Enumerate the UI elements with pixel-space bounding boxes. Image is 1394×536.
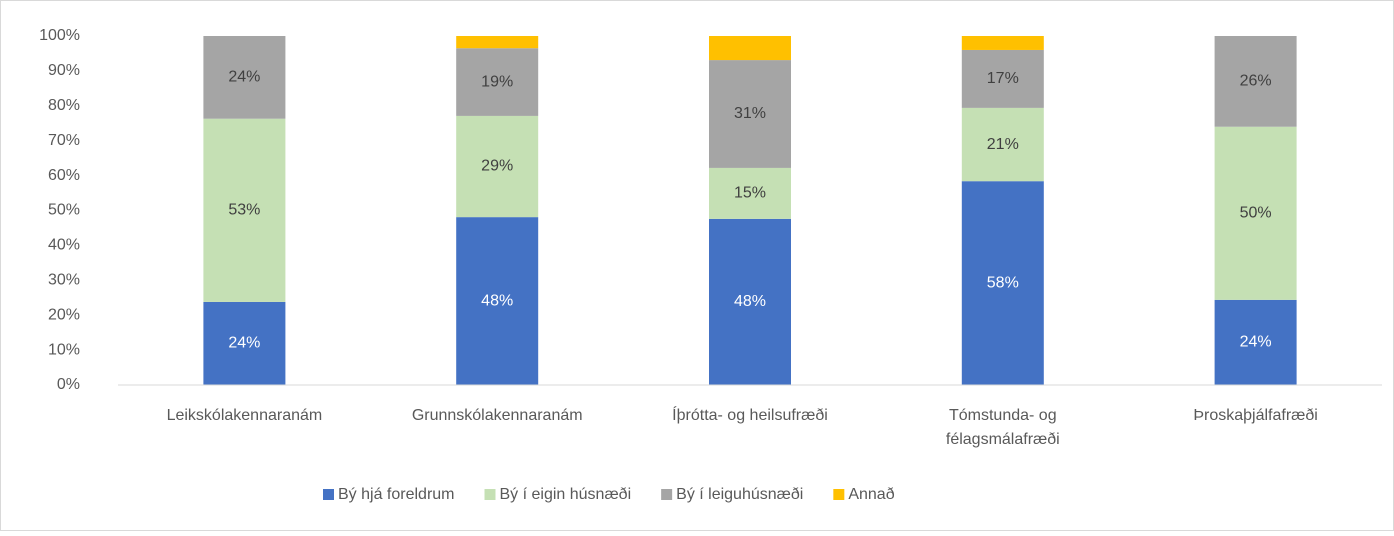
data-label: 31%	[734, 105, 766, 122]
x-tick-label: Tómstunda- og félagsmálafræði	[946, 407, 1060, 448]
data-label: 48%	[481, 292, 513, 309]
legend-marker	[323, 489, 334, 500]
y-tick-label: 20%	[48, 306, 80, 323]
legend-label: Bý hjá foreldrum	[338, 486, 455, 503]
y-tick-label: 30%	[48, 272, 80, 289]
bar-segment	[456, 36, 539, 49]
data-label: 26%	[1240, 73, 1272, 90]
bar-segment	[961, 107, 1044, 182]
y-tick-label: 80%	[48, 97, 80, 114]
bar-segment	[1214, 36, 1297, 127]
bar-segment	[709, 60, 791, 168]
data-label: 15%	[734, 185, 766, 202]
bar-segment	[456, 115, 539, 218]
bar-segment	[709, 36, 791, 61]
y-tick-label: 50%	[48, 202, 80, 219]
y-tick-label: 100%	[39, 27, 80, 44]
bar-segment	[961, 181, 1044, 385]
y-tick-label: 90%	[48, 62, 80, 79]
bar-segment	[1214, 126, 1297, 300]
x-tick-label: Leikskólakennaranám	[167, 407, 323, 424]
data-label: 48%	[734, 293, 766, 310]
x-tick-label: Íþrótta- og heilsufræði	[672, 405, 828, 424]
x-tick-label: Grunnskólakennaranám	[412, 407, 583, 424]
data-label: 24%	[228, 69, 260, 86]
y-tick-label: 60%	[48, 167, 80, 184]
bar-segment	[456, 48, 539, 116]
bar-segment	[203, 36, 286, 119]
legend-label: Annað	[848, 486, 894, 503]
data-label: 58%	[987, 274, 1019, 291]
data-label: 53%	[228, 202, 260, 219]
data-label: 19%	[481, 73, 513, 90]
bar-segment	[203, 118, 286, 302]
bar-segment	[456, 217, 539, 385]
bar-segment	[961, 49, 1044, 108]
data-label: 24%	[228, 335, 260, 352]
data-label: 21%	[987, 136, 1019, 153]
bar-segment	[1214, 299, 1297, 385]
bar-segment	[961, 36, 1044, 50]
y-tick-label: 70%	[48, 132, 80, 149]
legend-label: Bý í leiguhúsnæði	[676, 486, 803, 503]
bar-segment	[709, 167, 791, 219]
y-tick-label: 40%	[48, 237, 80, 254]
data-label: 29%	[481, 158, 513, 175]
data-label: 50%	[1240, 205, 1272, 222]
y-tick-label: 10%	[48, 341, 80, 358]
data-label: 24%	[1240, 334, 1272, 351]
legend-label: Bý í eigin húsnæði	[500, 486, 632, 503]
legend-marker	[661, 489, 673, 500]
y-tick-label: 0%	[57, 376, 80, 393]
legend-marker	[484, 489, 496, 500]
x-tick-label: Þroskaþjálfafræði	[1193, 407, 1318, 424]
data-label: 17%	[987, 70, 1019, 87]
bar-segment	[203, 301, 286, 385]
bar-segment	[709, 218, 791, 385]
legend-marker	[833, 489, 845, 500]
